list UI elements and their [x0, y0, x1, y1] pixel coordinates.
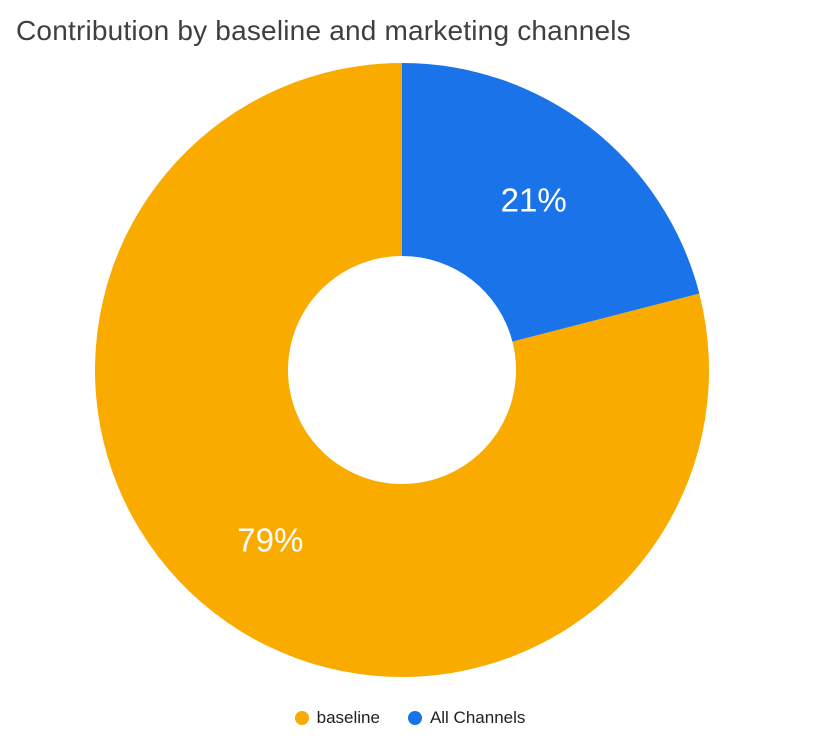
- legend-label-all-channels: All Channels: [429, 708, 526, 727]
- legend-item-baseline[interactable]: baseline: [294, 708, 380, 727]
- legend-label-baseline: baseline: [316, 708, 380, 727]
- slice-label-baseline: 79%: [237, 521, 303, 558]
- slice-label-all-channels: 21%: [501, 182, 567, 219]
- legend-dot-all-channels: [407, 710, 422, 725]
- donut-chart-area: 21% 79%: [0, 56, 820, 680]
- chart-title: Contribution by baseline and marketing c…: [16, 15, 631, 46]
- chart-legend: baseline All Channels: [0, 709, 820, 726]
- donut-chart: 21% 79%: [95, 63, 710, 677]
- pie-slice-all-channels[interactable]: [402, 63, 700, 342]
- legend-dot-baseline: [294, 710, 309, 725]
- legend-item-all-channels[interactable]: All Channels: [407, 708, 526, 727]
- pie-slice-baseline[interactable]: [95, 63, 710, 677]
